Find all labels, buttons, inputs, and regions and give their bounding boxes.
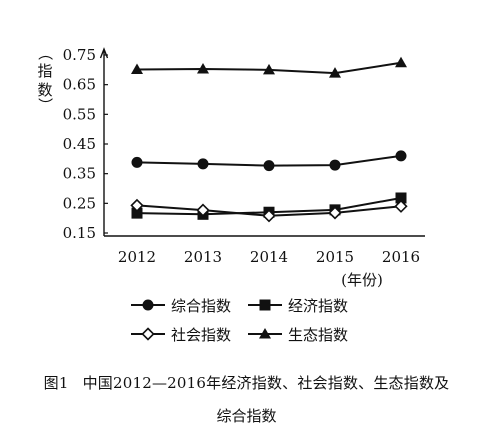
data-point-marker [262, 209, 276, 223]
legend-item: 综合指数 [131, 297, 231, 315]
series-group [130, 198, 408, 223]
legend-swatch-marker [259, 299, 271, 311]
legend-swatch-marker [259, 328, 271, 339]
figure-caption-line-1: 图1 中国2012—2016年经济指数、社会指数、生态指数及 [0, 372, 493, 393]
legend-label: 综合指数 [171, 297, 231, 315]
legend-item: 生态指数 [248, 326, 348, 344]
x-tick-label: 2016 [382, 248, 420, 266]
y-tick-label: 0.25 [63, 194, 96, 212]
series-group [131, 56, 407, 78]
data-point-marker [395, 56, 407, 68]
legend-label: 社会指数 [171, 326, 231, 344]
data-point-marker [394, 199, 408, 213]
data-point-marker [131, 207, 143, 219]
y-tick-label: 0.55 [63, 105, 96, 123]
data-point-marker [329, 159, 341, 171]
data-point-marker [328, 206, 342, 220]
legend-item: 社会指数 [131, 326, 231, 344]
data-point-marker [130, 198, 144, 213]
data-point-marker [196, 203, 210, 217]
legend-item: 经济指数 [248, 297, 348, 315]
figure-number: 图1 [43, 374, 69, 392]
y-axis-label-char: 数 [37, 81, 52, 99]
x-tick-label: 2012 [118, 248, 156, 266]
legend-swatch-marker [142, 299, 154, 311]
axes: 0.15 0.25 0.35 0.45 0.55 0.65 0.75 （ 指数） 2012 2013… [36, 45, 425, 289]
figure-title-line-1: 中国2012—2016年经济指数、社会指数、生态指数及 [82, 374, 450, 392]
data-point-marker [131, 156, 143, 168]
data-point-marker [329, 67, 341, 78]
data-point-marker [263, 160, 275, 172]
data-point-marker [197, 158, 209, 170]
series-group [131, 150, 407, 172]
data-point-marker [131, 63, 143, 75]
y-tick-label: 0.35 [63, 165, 96, 183]
legend-swatch-marker [141, 327, 155, 341]
y-axis-label-char: ） [36, 97, 54, 112]
data-point-marker [263, 63, 275, 75]
data-point-marker [395, 192, 407, 204]
data-point-marker [395, 150, 407, 162]
x-tick-label: 2014 [250, 248, 288, 266]
series-layer [130, 56, 408, 223]
y-tick-label: 0.75 [63, 46, 96, 64]
x-tick-label: 2013 [184, 248, 222, 266]
y-axis-label-char: 指 [37, 62, 52, 80]
figure-caption-line-2: 综合指数 [216, 407, 277, 425]
y-tick-label: 0.45 [63, 135, 96, 153]
legend-label: 生态指数 [288, 326, 348, 344]
y-tick-label: 0.15 [63, 224, 96, 242]
legend-label: 经济指数 [288, 297, 348, 315]
data-point-marker [197, 62, 209, 74]
y-tick-label: 0.65 [63, 76, 96, 94]
x-tick-label: 2015 [316, 248, 354, 266]
y-axis-label-char: （ [36, 45, 54, 60]
x-axis-label: (年份) [341, 271, 383, 289]
